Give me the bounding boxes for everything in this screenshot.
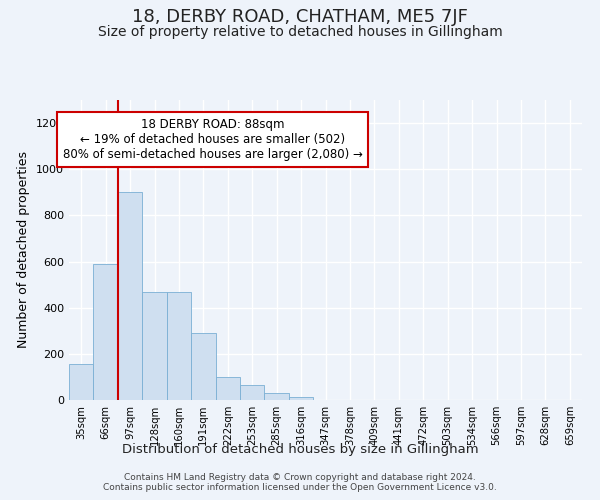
Bar: [142, 292, 167, 400]
Bar: [69, 364, 94, 400]
Text: Distribution of detached houses by size in Gillingham: Distribution of detached houses by size …: [122, 442, 478, 456]
Bar: [118, 192, 142, 400]
Bar: [240, 385, 265, 400]
Text: Size of property relative to detached houses in Gillingham: Size of property relative to detached ho…: [98, 25, 502, 39]
Bar: [94, 264, 118, 400]
Bar: [167, 292, 191, 400]
Text: 18 DERBY ROAD: 88sqm
← 19% of detached houses are smaller (502)
80% of semi-deta: 18 DERBY ROAD: 88sqm ← 19% of detached h…: [63, 118, 362, 161]
Bar: [215, 377, 240, 400]
Bar: [191, 333, 215, 400]
Text: Contains HM Land Registry data © Crown copyright and database right 2024.
Contai: Contains HM Land Registry data © Crown c…: [103, 473, 497, 492]
Text: 18, DERBY ROAD, CHATHAM, ME5 7JF: 18, DERBY ROAD, CHATHAM, ME5 7JF: [132, 8, 468, 26]
Y-axis label: Number of detached properties: Number of detached properties: [17, 152, 31, 348]
Bar: [289, 396, 313, 400]
Bar: [265, 393, 289, 400]
